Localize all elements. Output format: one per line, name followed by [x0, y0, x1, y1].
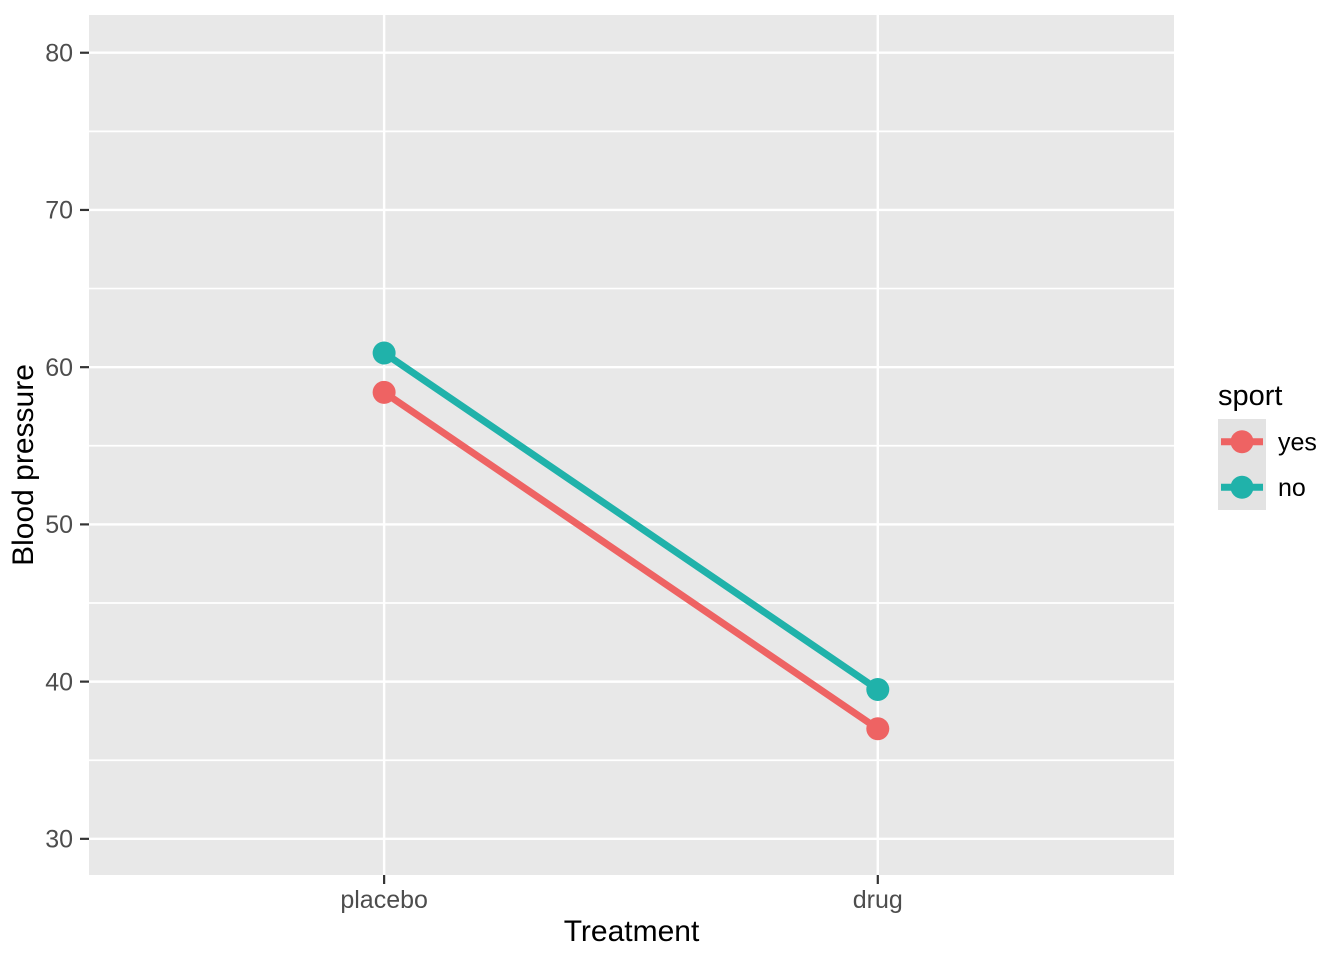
y-tick-label: 60: [45, 354, 73, 382]
series-line-yes: [382, 389, 880, 732]
x-tick-label: placebo: [340, 886, 428, 914]
y-axis-title: Blood pressure: [7, 364, 40, 566]
legend-key-point-yes: [1230, 430, 1254, 454]
legend-title: sport: [1218, 380, 1282, 412]
y-tick-label: 30: [45, 826, 73, 854]
data-point-yes-placebo: [372, 380, 396, 404]
x-axis-title: Treatment: [564, 915, 700, 948]
data-point-no-placebo: [372, 341, 396, 365]
legend-label-no: no: [1278, 474, 1306, 502]
y-tick-label: 70: [45, 197, 73, 225]
data-point-no-drug: [866, 677, 890, 701]
data-point-yes-drug: [866, 717, 890, 741]
x-tick-label: drug: [853, 886, 903, 914]
y-tick-label: 80: [45, 39, 73, 67]
series-line-no: [382, 350, 880, 693]
legend-key-point-no: [1230, 475, 1254, 499]
y-tick-label: 50: [45, 511, 73, 539]
legend-label-yes: yes: [1278, 429, 1317, 457]
y-tick-label: 40: [45, 668, 73, 696]
